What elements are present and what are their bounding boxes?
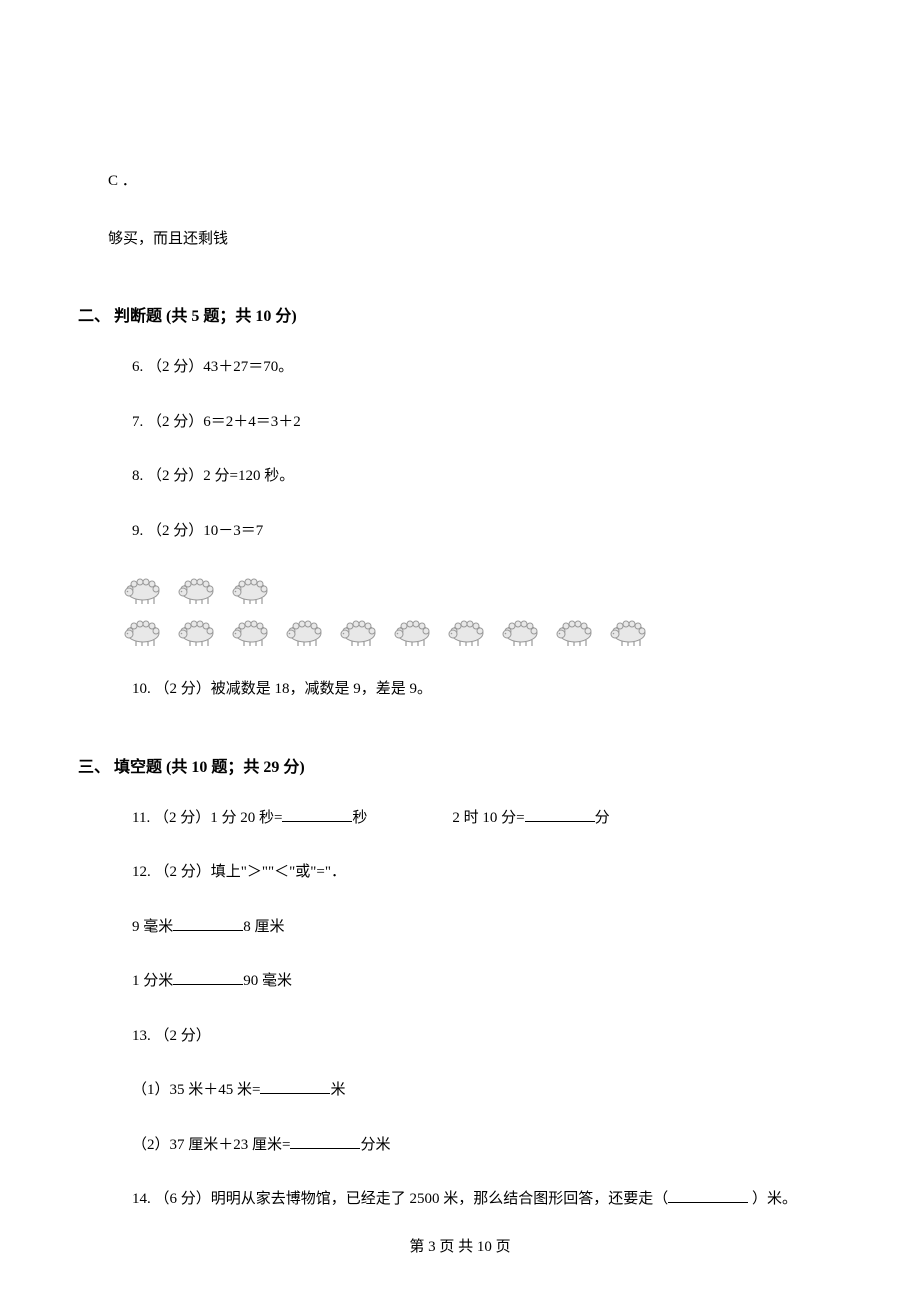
blank <box>260 1079 330 1094</box>
sheep-icon <box>606 616 652 648</box>
option-c-text: 够买，而且还剩钱 <box>78 228 842 251</box>
blank <box>173 970 243 985</box>
q11-part-a: 11. （2 分）1 分 20 秒= <box>132 810 282 826</box>
q12b-right: 90 毫米 <box>243 973 292 989</box>
sheep-icon <box>120 616 166 648</box>
question-8: 8. （2 分）2 分=120 秒。 <box>78 465 842 488</box>
q11-part-b: 2 时 10 分= <box>452 810 524 826</box>
q12b-left: 1 分米 <box>132 973 173 989</box>
sheep-icon <box>498 616 544 648</box>
blank <box>173 916 243 931</box>
page-footer: 第 3 页 共 10 页 <box>0 1235 920 1256</box>
blank <box>525 807 595 822</box>
question-12a: 9 毫米 8 厘米 <box>78 916 842 939</box>
sheep-icon <box>174 574 220 606</box>
section-2-header: 二、 判断题 (共 5 题；共 10 分) <box>78 302 842 326</box>
q11-unit-b: 分 <box>595 810 610 826</box>
page-content: C ． 够买，而且还剩钱 二、 判断题 (共 5 题；共 10 分) 6. （2… <box>0 0 920 1211</box>
sheep-icon <box>336 616 382 648</box>
question-12b: 1 分米 90 毫米 <box>78 970 842 993</box>
q13-1-left: （1）35 米＋45 米= <box>132 1082 260 1098</box>
blank <box>290 1134 360 1149</box>
sheep-icon <box>444 616 490 648</box>
sheep-icon <box>228 616 274 648</box>
sheep-icon <box>174 616 220 648</box>
sheep-row-1 <box>120 574 842 606</box>
question-9: 9. （2 分）10－3＝7 <box>78 520 842 543</box>
blank <box>668 1188 748 1203</box>
q14-a: 14. （6 分）明明从家去博物馆，已经走了 2500 米，那么结合图形回答，还… <box>132 1191 668 1207</box>
sheep-row-2 <box>120 616 842 648</box>
option-c-label: C ． <box>78 170 842 193</box>
sheep-icon <box>120 574 166 606</box>
q14-b: ）米。 <box>748 1191 797 1207</box>
q13-1-unit: 米 <box>330 1082 345 1098</box>
question-10: 10. （2 分）被减数是 18，减数是 9，差是 9。 <box>78 678 842 701</box>
question-13: 13. （2 分） <box>78 1025 842 1048</box>
question-14: 14. （6 分）明明从家去博物馆，已经走了 2500 米，那么结合图形回答，还… <box>78 1188 842 1211</box>
question-11: 11. （2 分）1 分 20 秒= 秒 2 时 10 分= 分 <box>78 807 842 830</box>
blank <box>282 807 352 822</box>
q12a-right: 8 厘米 <box>243 919 284 935</box>
sheep-icon <box>390 616 436 648</box>
sheep-icon <box>282 616 328 648</box>
sheep-icon <box>228 574 274 606</box>
q11-unit-a: 秒 <box>352 810 367 826</box>
q13-2-unit: 分米 <box>360 1137 390 1153</box>
q12a-left: 9 毫米 <box>132 919 173 935</box>
section-3-header: 三、 填空题 (共 10 题；共 29 分) <box>78 753 842 777</box>
question-6: 6. （2 分）43＋27＝70。 <box>78 356 842 379</box>
question-13-2: （2）37 厘米＋23 厘米= 分米 <box>78 1134 842 1157</box>
question-7: 7. （2 分）6＝2＋4＝3＋2 <box>78 411 842 434</box>
question-12: 12. （2 分）填上"＞""＜"或"="． <box>78 861 842 884</box>
sheep-icon <box>552 616 598 648</box>
sheep-illustration <box>78 574 842 648</box>
q13-2-left: （2）37 厘米＋23 厘米= <box>132 1137 290 1153</box>
question-13-1: （1）35 米＋45 米= 米 <box>78 1079 842 1102</box>
